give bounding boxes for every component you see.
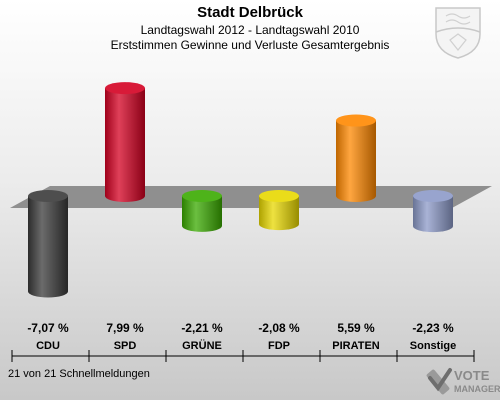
brand-line2: MANAGER <box>454 384 500 394</box>
value-label: -2,08 % <box>258 321 300 335</box>
category-label: Sonstige <box>410 340 456 352</box>
bar-piraten <box>336 114 376 202</box>
value-label: 7,99 % <box>106 321 144 335</box>
category-label: FDP <box>268 340 290 352</box>
bar-body <box>28 196 68 292</box>
bar-bottom-cap <box>182 219 222 232</box>
bar-top-cap <box>182 190 222 202</box>
bar-body <box>105 88 145 196</box>
coat-of-arms-icon <box>435 7 481 59</box>
bar-top-cap <box>28 190 68 202</box>
chart-description: Erststimmen Gewinne und Verluste Gesamte… <box>110 38 390 52</box>
bar-bottom-cap <box>105 190 145 202</box>
bar-grüne <box>182 190 222 232</box>
value-label: -7,07 % <box>27 321 69 335</box>
vote-manager-logo: VOTE MANAGER <box>426 368 500 395</box>
brand-line1: VOTE <box>454 368 490 383</box>
bar-bottom-cap <box>28 285 68 298</box>
bar-bottom-cap <box>413 220 453 233</box>
category-label: SPD <box>114 340 137 352</box>
value-label: -2,23 % <box>412 321 454 335</box>
category-label: GRÜNE <box>182 339 222 352</box>
value-label: 5,59 % <box>337 321 375 335</box>
value-label: -2,21 % <box>181 321 223 335</box>
bar-top-cap <box>336 114 376 127</box>
footer-status: 21 von 21 Schnellmeldungen <box>8 368 150 380</box>
bar-bottom-cap <box>336 190 376 202</box>
bar-cdu <box>28 190 68 298</box>
bar-spd <box>105 82 145 202</box>
bar-fdp <box>259 190 299 231</box>
chart-subtitle: Landtagswahl 2012 - Landtagswahl 2010 <box>140 23 360 37</box>
bar-sonstige <box>413 190 453 233</box>
bar-body <box>336 120 376 196</box>
bar-top-cap <box>413 190 453 202</box>
bar-bottom-cap <box>259 218 299 231</box>
category-label: CDU <box>36 340 60 352</box>
category-label: PIRATEN <box>332 340 380 352</box>
bar-top-cap <box>105 82 145 95</box>
bar-top-cap <box>259 190 299 202</box>
chart-title: Stadt Delbrück <box>197 4 303 21</box>
